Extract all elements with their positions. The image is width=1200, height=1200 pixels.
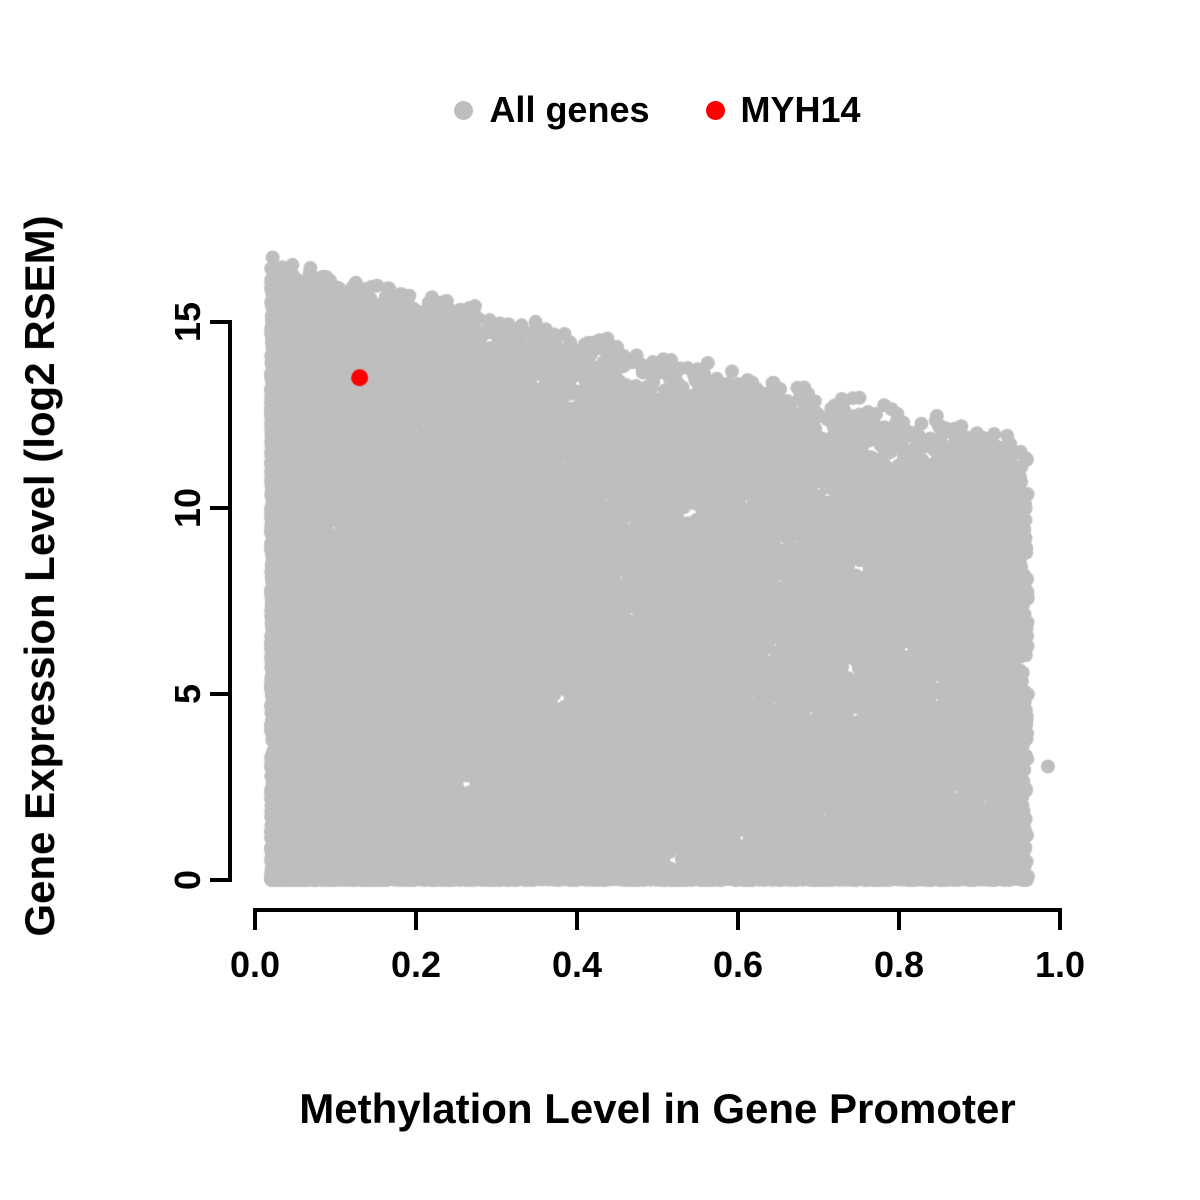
x-tick-label-0.2: 0.2: [390, 944, 442, 985]
y-tick-10: [210, 506, 230, 510]
y-tick-label-15: 15: [167, 301, 208, 343]
y-axis-line: [228, 320, 232, 882]
x-tick-label-0.8: 0.8: [873, 944, 925, 985]
y-tick-5: [210, 692, 230, 696]
y-tick-label-0: 0: [167, 869, 208, 891]
x-tick-label-0.4: 0.4: [551, 944, 603, 985]
x-tick-0.0: [253, 910, 257, 930]
x-tick-0.4: [575, 910, 579, 930]
x-tick-label-1.0: 1.0: [1034, 944, 1086, 985]
legend-dot-myh14: [705, 100, 725, 120]
x-tick-label-0.0: 0.0: [229, 944, 281, 985]
y-tick-label-5: 5: [167, 683, 208, 705]
y-tick-label-10: 10: [167, 487, 208, 529]
x-tick-label-0.6: 0.6: [712, 944, 764, 985]
legend-item-all-genes: All genes: [454, 89, 650, 131]
y-axis-title: Gene Expression Level (log2 RSEM): [16, 215, 63, 937]
legend-item-myh14: MYH14: [705, 89, 861, 131]
x-tick-0.2: [414, 910, 418, 930]
y-tick-0: [210, 878, 230, 882]
x-tick-0.6: [736, 910, 740, 930]
legend: All genes MYH14: [255, 86, 1060, 134]
x-axis-line: [253, 908, 1062, 912]
x-tick-1.0: [1058, 910, 1062, 930]
legend-label-all-genes: All genes: [489, 89, 650, 130]
x-tick-0.8: [897, 910, 901, 930]
y-tick-15: [210, 320, 230, 324]
legend-dot-all-genes: [454, 100, 474, 120]
legend-label-myh14: MYH14: [740, 89, 861, 130]
x-axis-title: Methylation Level in Gene Promoter: [299, 1085, 1016, 1132]
